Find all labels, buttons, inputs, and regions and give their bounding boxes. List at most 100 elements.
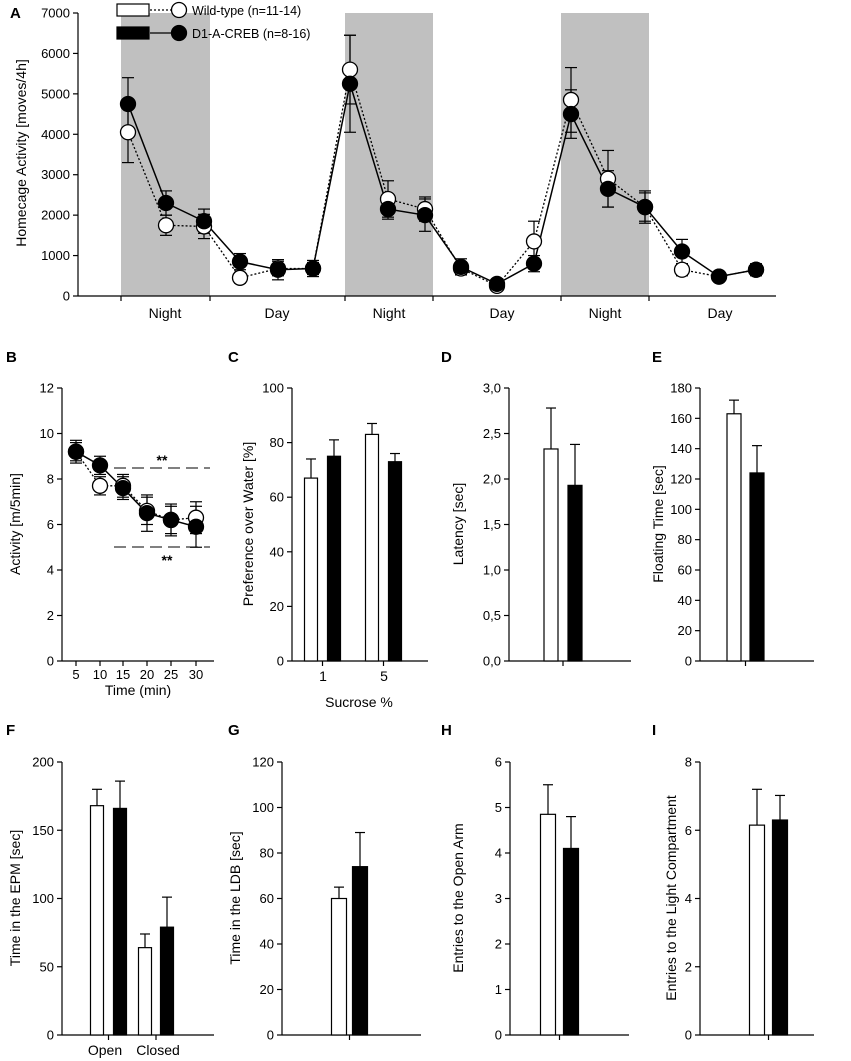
creb-data-point xyxy=(379,200,397,218)
x-axis-label-C: Sucrose % xyxy=(325,694,393,710)
period-label: Night xyxy=(373,305,406,321)
creb-data-point xyxy=(269,261,287,278)
wt-bar xyxy=(303,477,319,662)
panel-label-D: D xyxy=(441,349,452,366)
panel-label-E: E xyxy=(652,349,662,366)
wt-bar xyxy=(364,433,380,662)
wt-data-point xyxy=(231,269,249,286)
creb-data-point xyxy=(673,243,691,260)
wt-data-point xyxy=(119,124,137,141)
y-tick-label-B: 2 xyxy=(47,608,54,623)
panel-label-A: A xyxy=(10,5,21,22)
y-tick-label-C: 40 xyxy=(270,544,284,559)
wt-bar xyxy=(137,947,153,1036)
y-tick-label-G: 80 xyxy=(260,846,274,861)
y-tick-label-A: 6000 xyxy=(41,46,70,61)
y-tick-label-A: 3000 xyxy=(41,167,70,182)
y-axis-label-B: Activity [m/5min] xyxy=(7,473,23,575)
creb-data-point xyxy=(304,260,322,277)
significance-marker: ** xyxy=(157,452,168,468)
wt-series-line xyxy=(127,69,757,287)
night-shade xyxy=(121,13,210,296)
creb-data-point xyxy=(162,511,180,529)
y-tick-label-E: 180 xyxy=(670,381,692,396)
y-tick-label-G: 20 xyxy=(260,982,274,997)
period-label: Night xyxy=(149,305,182,321)
y-tick-label-B: 6 xyxy=(47,517,54,532)
panel-label-B: B xyxy=(6,349,17,366)
x-tick-label-B: 15 xyxy=(116,667,130,682)
x-tick-label-B: 20 xyxy=(140,667,154,682)
y-tick-label-H: 4 xyxy=(495,846,502,861)
x-tick-label-B: 5 xyxy=(72,667,79,682)
x-tick-label-B: 30 xyxy=(189,667,203,682)
creb-data-point xyxy=(91,457,109,474)
wt-data-point xyxy=(91,477,109,494)
y-tick-label-G: 40 xyxy=(260,937,274,952)
panel-label-G: G xyxy=(228,722,240,739)
category-label-C: 1 xyxy=(319,668,327,684)
y-tick-label-I: 0 xyxy=(685,1028,692,1043)
y-tick-label-G: 60 xyxy=(260,891,274,906)
creb-bar xyxy=(562,847,580,1036)
y-tick-label-D: 3,0 xyxy=(483,381,501,396)
y-tick-label-F: 0 xyxy=(47,1028,54,1043)
y-tick-label-F: 150 xyxy=(32,823,54,838)
y-tick-label-E: 100 xyxy=(670,502,692,517)
y-tick-label-B: 12 xyxy=(40,381,54,396)
y-tick-label-C: 100 xyxy=(262,381,284,396)
creb-data-point xyxy=(525,255,543,272)
y-tick-label-G: 0 xyxy=(267,1028,274,1043)
y-tick-label-C: 80 xyxy=(270,435,284,450)
y-tick-label-E: 0 xyxy=(685,654,692,669)
category-label-C: 5 xyxy=(380,668,388,684)
y-tick-label-A: 5000 xyxy=(41,86,70,101)
category-label-F: Closed xyxy=(136,1042,180,1058)
y-tick-label-E: 120 xyxy=(670,472,692,487)
x-tick-label-B: 25 xyxy=(164,667,178,682)
y-axis-label-F: Time in the EPM [sec] xyxy=(7,830,23,966)
y-tick-label-H: 5 xyxy=(495,800,502,815)
wt-bar xyxy=(726,413,742,662)
panel-label-I: I xyxy=(652,722,656,739)
creb-bar xyxy=(326,455,342,662)
y-tick-label-B: 4 xyxy=(47,563,54,578)
creb-data-point xyxy=(416,206,434,224)
y-tick-label-G: 120 xyxy=(252,755,274,770)
creb-bar xyxy=(112,807,128,1036)
y-tick-label-E: 160 xyxy=(670,411,692,426)
creb-bar xyxy=(159,926,175,1036)
y-tick-label-I: 8 xyxy=(685,755,692,770)
y-tick-label-E: 60 xyxy=(678,563,692,578)
y-tick-label-A: 2000 xyxy=(41,208,70,223)
creb-data-point xyxy=(710,268,728,285)
creb-data-point xyxy=(138,504,156,522)
y-tick-label-H: 0 xyxy=(495,1028,502,1043)
y-tick-label-H: 3 xyxy=(495,891,502,906)
y-tick-label-C: 60 xyxy=(270,490,284,505)
y-tick-label-F: 100 xyxy=(32,891,54,906)
wt-bar xyxy=(539,813,557,1036)
y-tick-label-I: 2 xyxy=(685,959,692,974)
legend-wt-marker xyxy=(170,1,188,19)
y-tick-label-F: 200 xyxy=(32,755,54,770)
wt-data-point xyxy=(562,91,580,109)
y-tick-label-B: 10 xyxy=(40,426,54,441)
wt-bar xyxy=(330,897,348,1036)
legend-wt-label: Wild-type (n=11-14) xyxy=(192,4,301,18)
y-tick-label-I: 6 xyxy=(685,823,692,838)
y-tick-label-G: 100 xyxy=(252,800,274,815)
y-axis-label-D: Latency [sec] xyxy=(450,483,466,566)
wt-bar xyxy=(89,805,105,1036)
significance-marker: ** xyxy=(162,552,173,568)
night-shade xyxy=(561,13,649,296)
period-label: Day xyxy=(265,305,290,321)
creb-data-point xyxy=(157,194,175,212)
wt-data-point xyxy=(157,217,175,234)
y-tick-label-B: 0 xyxy=(47,654,54,669)
y-tick-label-E: 140 xyxy=(670,441,692,456)
x-axis-label-B: Time (min) xyxy=(105,682,171,698)
y-tick-label-H: 6 xyxy=(495,755,502,770)
y-tick-label-D: 0,5 xyxy=(483,608,501,623)
